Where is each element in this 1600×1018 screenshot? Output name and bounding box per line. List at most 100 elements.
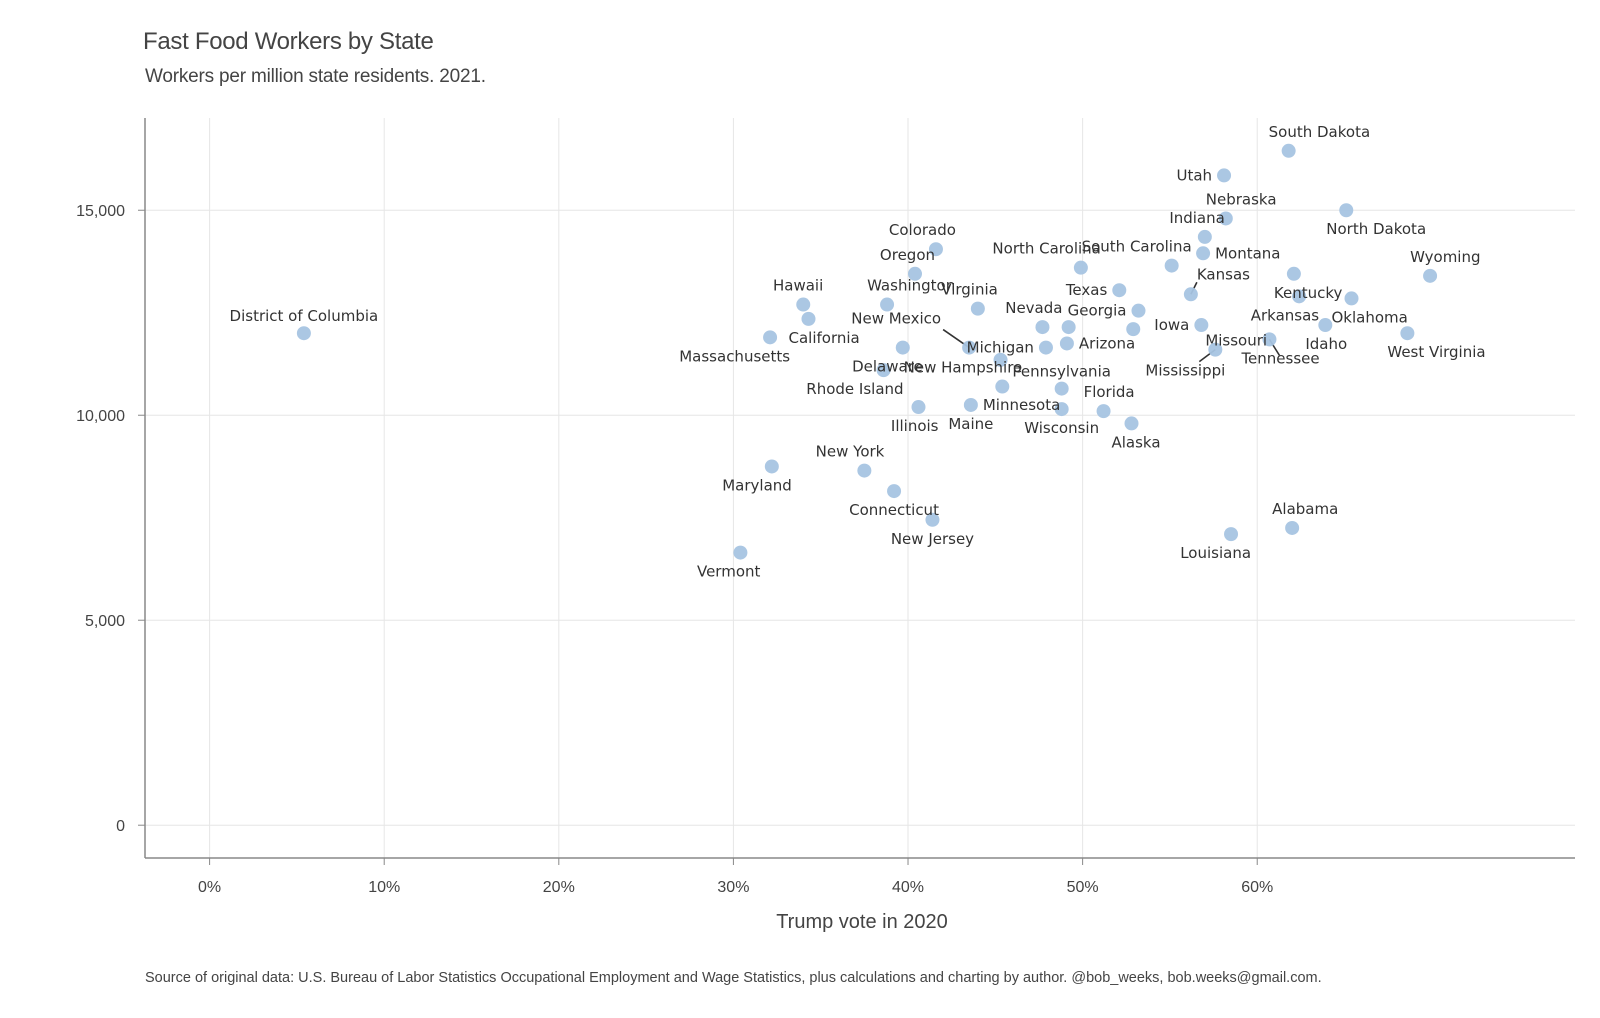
- point-label: Montana: [1215, 244, 1280, 262]
- point-label: Washington: [867, 277, 955, 295]
- data-point: [1112, 283, 1127, 298]
- data-point: [1061, 320, 1076, 335]
- data-point: [1054, 381, 1069, 396]
- data-point: [887, 484, 902, 499]
- data-point: [908, 266, 922, 281]
- y-tick-label: 10,000: [76, 408, 125, 425]
- data-point: [296, 326, 311, 341]
- point-label: Georgia: [1068, 302, 1127, 320]
- data-point: [1344, 291, 1359, 306]
- data-point: [911, 400, 926, 415]
- data-point: [1054, 402, 1069, 417]
- point-label: Mississippi: [1145, 362, 1225, 380]
- point-label: Rhode Island: [806, 380, 903, 398]
- chart-caption: Source of original data: U.S. Bureau of …: [145, 970, 1322, 986]
- data-point: [1262, 332, 1277, 347]
- data-point: [1035, 320, 1050, 335]
- data-point: [962, 340, 977, 355]
- point-label: Hawaii: [773, 277, 823, 295]
- point-label: Vermont: [697, 563, 761, 581]
- point-label: Missouri: [1205, 332, 1267, 350]
- point-label: North Dakota: [1326, 220, 1426, 238]
- data-point: [1196, 246, 1211, 261]
- data-point: [876, 363, 891, 378]
- point-label: Oregon: [880, 246, 935, 264]
- point-label: California: [788, 329, 859, 347]
- data-point: [1286, 266, 1301, 281]
- data-point: [1217, 168, 1232, 183]
- data-point: [1285, 520, 1300, 535]
- point-label: West Virginia: [1387, 343, 1485, 361]
- data-point: [880, 297, 895, 312]
- data-point: [1038, 340, 1053, 355]
- point-label: Pennsylvania: [1012, 363, 1111, 381]
- point-label: New Jersey: [891, 530, 974, 548]
- point-label: North Carolina: [992, 240, 1100, 258]
- chart-title: Fast Food Workers by State: [143, 28, 434, 55]
- y-tick-label: 5,000: [85, 613, 125, 630]
- x-tick-label: 30%: [717, 879, 749, 896]
- point-label: Kentucky: [1274, 284, 1343, 302]
- point-label: Arkansas: [1251, 306, 1320, 324]
- point-label: Illinois: [891, 417, 939, 435]
- point-label: New Hampshire: [904, 359, 1023, 377]
- point-label: Nebraska: [1206, 190, 1277, 208]
- point-label: Michigan: [967, 339, 1034, 357]
- point-label: Arizona: [1079, 334, 1135, 352]
- data-points: [296, 143, 1438, 560]
- data-point: [970, 301, 985, 316]
- point-label: Connecticut: [849, 501, 939, 519]
- data-point: [1059, 336, 1074, 351]
- y-tick-label: 15,000: [76, 203, 125, 220]
- data-point: [928, 242, 943, 257]
- x-axis-title: Trump vote in 2020: [776, 911, 948, 933]
- x-tick-label: 0%: [198, 879, 221, 896]
- point-label: Virginia: [941, 281, 998, 299]
- chart-subtitle: Workers per million state residents. 202…: [145, 66, 486, 87]
- point-label: Florida: [1084, 383, 1135, 401]
- data-point: [1197, 229, 1212, 244]
- axes: [138, 118, 1575, 865]
- data-point: [801, 311, 816, 326]
- point-label: Colorado: [889, 221, 956, 239]
- data-point: [1292, 289, 1307, 304]
- point-label: District of Columbia: [230, 307, 379, 325]
- data-point: [1126, 322, 1141, 337]
- data-point: [1073, 260, 1088, 275]
- point-label: Maine: [948, 415, 993, 433]
- data-point: [1281, 143, 1296, 158]
- data-point: [763, 330, 778, 345]
- data-point: [1224, 527, 1239, 542]
- point-label: Texas: [1065, 281, 1108, 299]
- data-point: [963, 397, 978, 412]
- data-point: [1400, 326, 1415, 341]
- point-label: Nevada: [1005, 299, 1062, 317]
- x-tick-label: 50%: [1067, 879, 1099, 896]
- data-point: [1339, 203, 1354, 218]
- data-point: [925, 512, 940, 527]
- point-label: Minnesota: [983, 396, 1060, 414]
- point-label: Iowa: [1154, 316, 1189, 334]
- data-point: [764, 459, 779, 474]
- point-label: Massachusetts: [679, 347, 790, 365]
- data-point: [1194, 318, 1209, 333]
- point-label: New Mexico: [851, 310, 941, 328]
- point-label: New York: [816, 443, 885, 461]
- data-point: [1131, 303, 1146, 318]
- data-point: [1208, 342, 1223, 357]
- point-label: Tennessee: [1240, 349, 1319, 367]
- point-label: South Carolina: [1082, 238, 1192, 256]
- x-tick-label: 40%: [892, 879, 924, 896]
- data-point: [1183, 287, 1198, 302]
- point-label: Oklahoma: [1332, 308, 1408, 326]
- point-label: Alabama: [1272, 500, 1338, 518]
- point-label: Wyoming: [1410, 248, 1480, 266]
- data-point: [895, 340, 910, 355]
- tick-labels: 0% 10% 20% 30% 40% 50% 60% 0 5,000 10,000 15,000: [76, 203, 1273, 896]
- data-point: [1164, 258, 1179, 273]
- point-label: Indiana: [1169, 209, 1225, 227]
- point-label: Kansas: [1197, 265, 1250, 283]
- data-point: [1218, 211, 1233, 226]
- data-point: [1096, 404, 1111, 419]
- point-label: Delaware: [852, 358, 923, 376]
